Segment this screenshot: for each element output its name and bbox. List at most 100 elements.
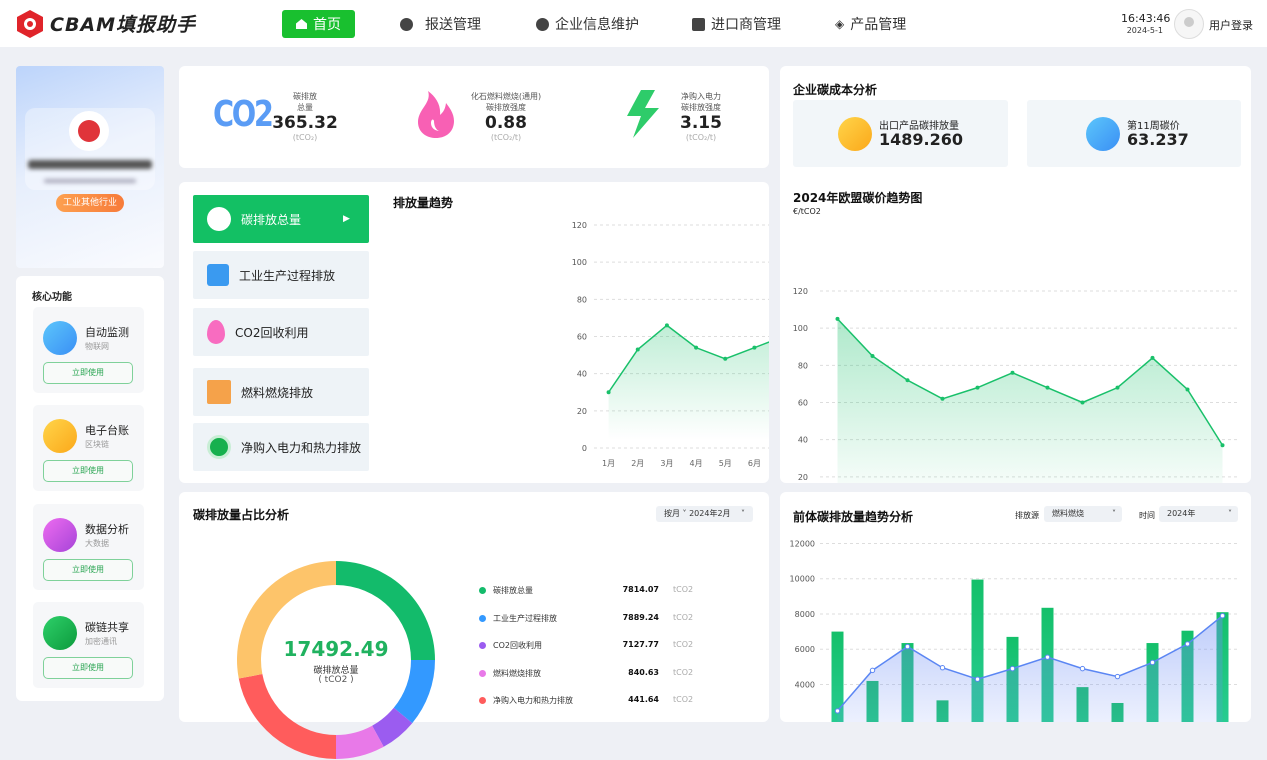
category-electricity[interactable]: 净购入电力和热力排放 <box>193 423 369 471</box>
area-fill <box>837 318 1223 483</box>
time-label: 时间 <box>1139 511 1155 520</box>
nav-enterprise-info[interactable]: 企业信息维护 <box>536 10 639 38</box>
use-now-button[interactable]: 立即使用 <box>43 460 133 482</box>
eu-price-unit: €/tCO2 <box>793 207 821 216</box>
data-point <box>1219 613 1226 619</box>
kpi-label: 总量 <box>297 103 313 112</box>
top-header: CBAM填报助手 首页 报送管理 企业信息维护 进口商管理 ◈ 产品管理 16:4… <box>0 0 1267 47</box>
use-now-button[interactable]: 立即使用 <box>43 657 133 679</box>
nav-product-management[interactable]: ◈ 产品管理 <box>835 10 906 38</box>
emission-trend-card: 碳排放总量 ▶ 工业生产过程排放 CO2回收利用 燃料燃烧排放 净购入电力和热力排… <box>179 182 769 483</box>
source-label: 排放源 <box>1015 511 1039 520</box>
legend-unit: tCO2 <box>673 667 694 677</box>
legend-dot <box>479 642 486 650</box>
function-title: 碳链共享 <box>85 621 129 634</box>
company-name-blurred <box>28 160 152 169</box>
home-icon <box>296 19 307 29</box>
data-point <box>835 316 840 321</box>
y-tick-label: 40 <box>577 370 587 379</box>
function-title: 自动监测 <box>85 326 129 339</box>
company-profile-card: 工业其他行业 <box>16 66 164 268</box>
data-point <box>939 665 946 671</box>
trend-icon <box>207 264 229 286</box>
data-point <box>834 708 841 714</box>
area-fill <box>608 325 769 440</box>
time-select[interactable]: 2024年 ˅ <box>1159 506 1238 522</box>
x-tick-label: 1月 <box>602 459 615 468</box>
legend-item: CO2回收利用 7127.77 tCO2 <box>479 640 709 652</box>
nav-label: 进口商管理 <box>711 17 781 33</box>
data-point <box>1045 385 1050 390</box>
data-point <box>1150 355 1155 360</box>
layers-icon: ◈ <box>835 17 845 31</box>
chevron-down-icon: ˅ <box>1228 509 1232 518</box>
share-folder-icon <box>43 616 77 650</box>
trend-chart-title: 排放量趋势 <box>393 196 454 210</box>
period-select[interactable]: 按月 ˅ 2024年2月 ˅ <box>656 506 753 522</box>
donut-slice <box>238 674 336 759</box>
category-industrial[interactable]: 工业生产过程排放 <box>193 251 369 299</box>
login-link[interactable]: 用户登录 <box>1209 19 1253 32</box>
category-co2-recovery[interactable]: CO2回收利用 <box>193 308 369 356</box>
y-tick-label: 100 <box>572 258 587 267</box>
kpi-card: CO2 碳排放 总量 365.32 (tCO₂) 化石燃料燃烧(通用) 碳排放强度 0… <box>179 66 769 168</box>
carbon-cost-title: 企业碳成本分析 <box>793 83 878 97</box>
data-point <box>1114 673 1121 680</box>
ledger-icon <box>43 419 77 453</box>
legend-item: 工业生产过程排放 7889.24 tCO2 <box>479 613 709 625</box>
stat-value: 1489.260 <box>879 130 964 149</box>
legend-value: 7814.07 <box>622 585 659 594</box>
legend-label: 净购入电力和热力排放 <box>493 696 573 706</box>
data-point <box>975 385 980 390</box>
nav-importer-management[interactable]: 进口商管理 <box>692 10 781 38</box>
weekly-price-card: 第11周碳价 63.237 <box>1027 100 1241 167</box>
user-avatar-icon[interactable] <box>1174 9 1204 39</box>
data-point <box>1010 370 1015 375</box>
clock-date: 2024-5-1 <box>1126 26 1163 35</box>
category-total[interactable]: 碳排放总量 ▶ <box>193 195 369 243</box>
use-now-button[interactable]: 立即使用 <box>43 362 133 384</box>
y-tick-label: 80 <box>798 361 808 370</box>
legend-dot <box>479 587 486 594</box>
emission-trend-chart: 0204060801001201月2月3月4月5月6月7月8月9月10月11月1… <box>572 221 769 468</box>
source-select[interactable]: 燃料燃烧 ˅ <box>1044 506 1122 522</box>
co2-icon: CO2 <box>213 94 274 135</box>
source-value: 燃料燃烧 <box>1052 509 1084 518</box>
nav-report-management[interactable]: 报送管理 <box>400 10 481 38</box>
function-data-analysis: 数据分析 大数据 立即使用 <box>33 504 144 590</box>
legend-value: 441.64 <box>628 695 659 705</box>
nav-home[interactable]: 首页 <box>282 10 355 38</box>
data-point <box>870 354 875 359</box>
kpi-label: 碳排放强度 <box>681 103 721 112</box>
use-now-button[interactable]: 立即使用 <box>43 559 133 581</box>
category-label: 碳排放总量 <box>241 212 302 227</box>
data-point <box>974 676 981 682</box>
factory-icon <box>207 380 231 404</box>
y-tick-label: 4000 <box>795 680 815 689</box>
function-title: 数据分析 <box>85 523 129 536</box>
data-point <box>1220 443 1225 448</box>
category-label: 工业生产过程排放 <box>239 268 336 283</box>
kpi-total: 碳排放 总量 365.32 (tCO₂) <box>272 91 338 142</box>
legend-label: 碳排放总量 <box>493 586 533 595</box>
chevron-down-icon: ˅ <box>1112 509 1116 518</box>
series-line <box>836 615 1223 712</box>
share-title: 碳排放量占比分析 <box>193 508 290 522</box>
legend-dot <box>479 614 486 622</box>
data-point <box>1115 385 1120 390</box>
calculator-icon <box>692 17 705 31</box>
nav-label: 报送管理 <box>425 17 481 33</box>
legend-dot <box>479 697 486 705</box>
donut-slice <box>336 561 435 660</box>
period-value: 2024年2月 <box>689 509 731 518</box>
legend-value: 840.63 <box>628 667 659 677</box>
data-point <box>752 345 757 350</box>
area-fill <box>837 615 1223 722</box>
logo-icon <box>17 10 43 38</box>
donut-slice <box>393 660 435 724</box>
category-fuel[interactable]: 燃料燃烧排放 <box>193 368 369 416</box>
data-point <box>1044 654 1051 660</box>
kpi-unit: (tCO₂) <box>292 133 318 142</box>
x-tick-label: 5月 <box>719 459 732 468</box>
x-tick-label: 6月 <box>748 459 761 468</box>
